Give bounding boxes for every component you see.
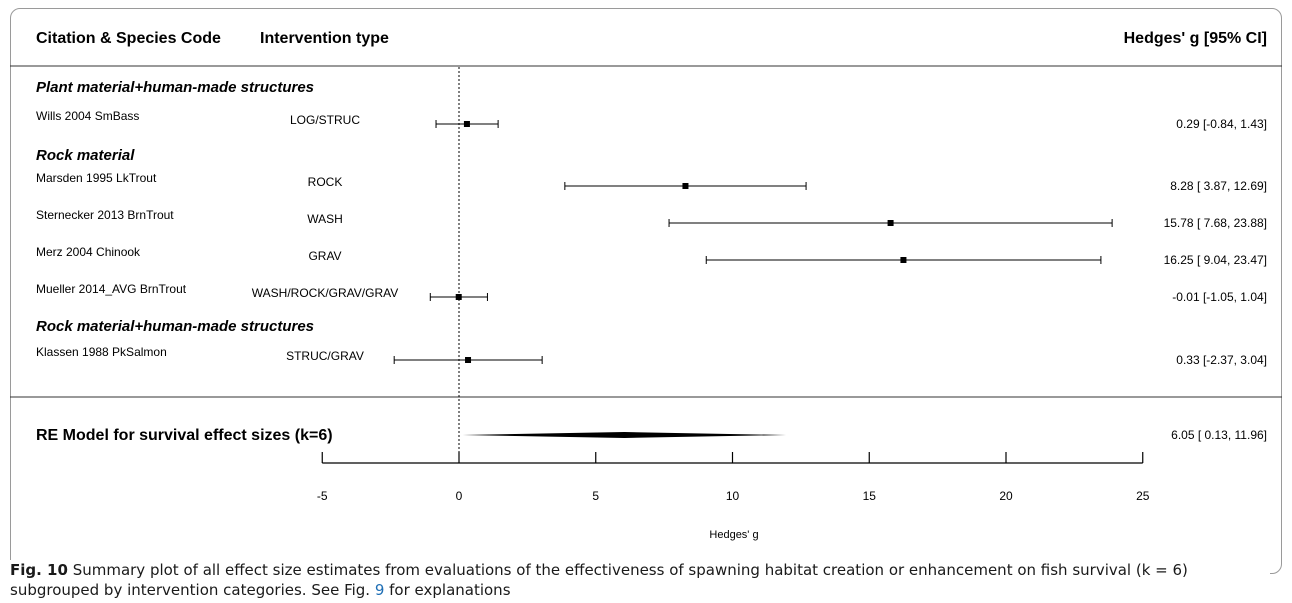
forest-plot: Citation & Species Code Intervention typ… bbox=[10, 30, 1282, 541]
study-label: Mueller 2014_AVG BrnTrout bbox=[36, 282, 187, 296]
effect-size-label: 15.78 [ 7.68, 23.88] bbox=[1164, 216, 1267, 230]
header-intervention: Intervention type bbox=[260, 30, 389, 47]
x-tick-label: 5 bbox=[592, 489, 599, 503]
summary-label: RE Model for survival effect sizes (k=6) bbox=[36, 427, 333, 444]
study-label: Klassen 1988 PkSalmon bbox=[36, 345, 167, 359]
x-tick-label: -5 bbox=[317, 489, 328, 503]
effect-size-label: 8.28 [ 3.87, 12.69] bbox=[1170, 179, 1267, 193]
summary-diamond bbox=[462, 432, 787, 438]
intervention-label: WASH/ROCK/GRAV/GRAV bbox=[252, 286, 398, 300]
header-study: Citation & Species Code bbox=[36, 30, 221, 47]
caption-fig-ref-link[interactable]: 9 bbox=[374, 581, 385, 599]
intervention-label: STRUC/GRAV bbox=[286, 349, 364, 363]
x-axis-title: Hedges' g bbox=[709, 529, 758, 541]
x-tick-label: 15 bbox=[863, 489, 877, 503]
caption-fig-label: Fig. 10 bbox=[10, 561, 68, 579]
point-estimate bbox=[887, 220, 894, 226]
x-tick-label: 20 bbox=[999, 489, 1013, 503]
figure-caption: Fig. 10 Summary plot of all effect size … bbox=[10, 560, 1270, 600]
caption-text: Summary plot of all effect size estimate… bbox=[10, 561, 1188, 599]
summary-effect-label: 6.05 [ 0.13, 11.96] bbox=[1171, 428, 1267, 442]
group-heading: Rock material bbox=[36, 147, 135, 164]
intervention-label: ROCK bbox=[308, 175, 343, 189]
effect-size-label: -0.01 [-1.05, 1.04] bbox=[1172, 290, 1267, 304]
study-label: Sternecker 2013 BrnTrout bbox=[36, 208, 174, 222]
intervention-label: WASH bbox=[307, 212, 343, 226]
caption-text-end: for explanations bbox=[384, 581, 511, 599]
study-label: Merz 2004 Chinook bbox=[36, 245, 141, 259]
point-estimate bbox=[463, 121, 470, 127]
point-estimate bbox=[465, 357, 472, 363]
x-tick-label: 10 bbox=[726, 489, 740, 503]
point-estimate bbox=[900, 257, 907, 263]
header-effect: Hedges' g [95% CI] bbox=[1124, 30, 1267, 47]
x-tick-label: 25 bbox=[1136, 489, 1150, 503]
intervention-label: GRAV bbox=[308, 249, 341, 263]
effect-size-label: 16.25 [ 9.04, 23.47] bbox=[1164, 253, 1267, 267]
group-heading: Plant material+human-made structures bbox=[36, 79, 314, 96]
effect-size-label: 0.33 [-2.37, 3.04] bbox=[1176, 353, 1267, 367]
study-label: Marsden 1995 LkTrout bbox=[36, 171, 157, 185]
x-tick-label: 0 bbox=[456, 489, 463, 503]
study-label: Wills 2004 SmBass bbox=[36, 109, 139, 123]
intervention-label: LOG/STRUC bbox=[290, 113, 360, 127]
group-heading: Rock material+human-made structures bbox=[36, 318, 314, 335]
point-estimate bbox=[682, 183, 689, 189]
effect-size-label: 0.29 [-0.84, 1.43] bbox=[1176, 117, 1267, 131]
